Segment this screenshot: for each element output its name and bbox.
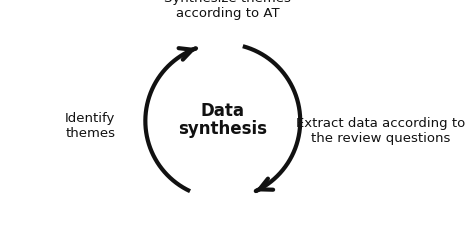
Text: synthesis: synthesis (178, 120, 267, 138)
Text: Extract data according to
the review questions: Extract data according to the review que… (296, 117, 465, 145)
Text: Identify
themes: Identify themes (65, 112, 116, 140)
Text: Synthesize themes
according to AT: Synthesize themes according to AT (164, 0, 291, 20)
Text: Data: Data (201, 102, 245, 120)
